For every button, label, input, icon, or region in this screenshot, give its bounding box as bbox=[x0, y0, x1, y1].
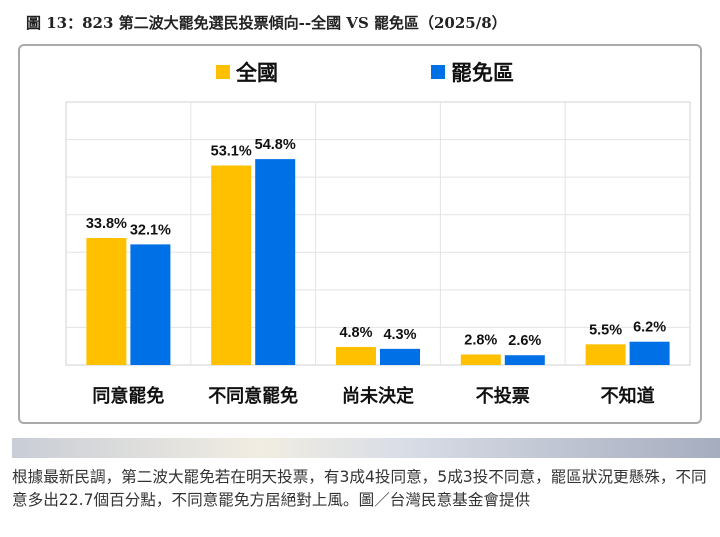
bar-recall-district bbox=[130, 244, 171, 365]
legend-item-national: 全國 bbox=[216, 57, 278, 87]
bar-recall-district bbox=[629, 341, 670, 365]
page-title: 圖 13：823 第二波大罷免選民投票傾向--全國 VS 罷免區（2025/8） bbox=[26, 14, 507, 32]
bar-recall-district bbox=[380, 348, 420, 365]
bar-national bbox=[460, 354, 501, 365]
data-label: 2.6% bbox=[508, 333, 541, 349]
photo-caption: 根據最新民調，第二波大罷免若在明天投票，有3成4投同意，5成3投不同意，罷區狀況… bbox=[12, 468, 707, 509]
category-label: 尚未決定 bbox=[342, 385, 414, 407]
legend-label-national: 全國 bbox=[236, 61, 278, 85]
legend-swatch-national bbox=[216, 65, 230, 79]
plot-area bbox=[65, 101, 691, 366]
legend-label-recall-district: 罷免區 bbox=[451, 61, 514, 85]
bar-recall-district bbox=[504, 355, 545, 365]
bar-national bbox=[585, 344, 626, 365]
category-label: 同意罷免 bbox=[92, 385, 164, 407]
category-label: 不投票 bbox=[476, 385, 530, 407]
data-label: 33.8% bbox=[86, 216, 127, 232]
data-label: 32.1% bbox=[130, 222, 171, 238]
bar-national bbox=[86, 238, 127, 365]
bar-chart: 33.8% 32.1% 同意罷免 53.1% 54.8% 不同意罷免 4.8% 4.3% 尚未決… bbox=[65, 101, 691, 407]
data-label: 54.8% bbox=[255, 137, 296, 153]
category-label: 不同意罷免 bbox=[208, 385, 298, 407]
data-label: 53.1% bbox=[211, 143, 252, 159]
chart-legend: 全國 罷免區 bbox=[0, 57, 720, 87]
image-divider-strip bbox=[12, 438, 720, 458]
bar-recall-district bbox=[255, 159, 296, 365]
data-label: 6.2% bbox=[633, 320, 666, 336]
data-label: 2.8% bbox=[464, 332, 497, 348]
data-label: 5.5% bbox=[589, 322, 622, 338]
category-label: 不知道 bbox=[601, 385, 655, 407]
data-label: 4.3% bbox=[383, 327, 416, 343]
legend-swatch-recall-district bbox=[431, 65, 445, 79]
legend-item-recall-district: 罷免區 bbox=[431, 57, 514, 87]
bar-national bbox=[211, 165, 252, 365]
bar-national bbox=[336, 346, 376, 365]
data-label: 4.8% bbox=[339, 325, 372, 341]
